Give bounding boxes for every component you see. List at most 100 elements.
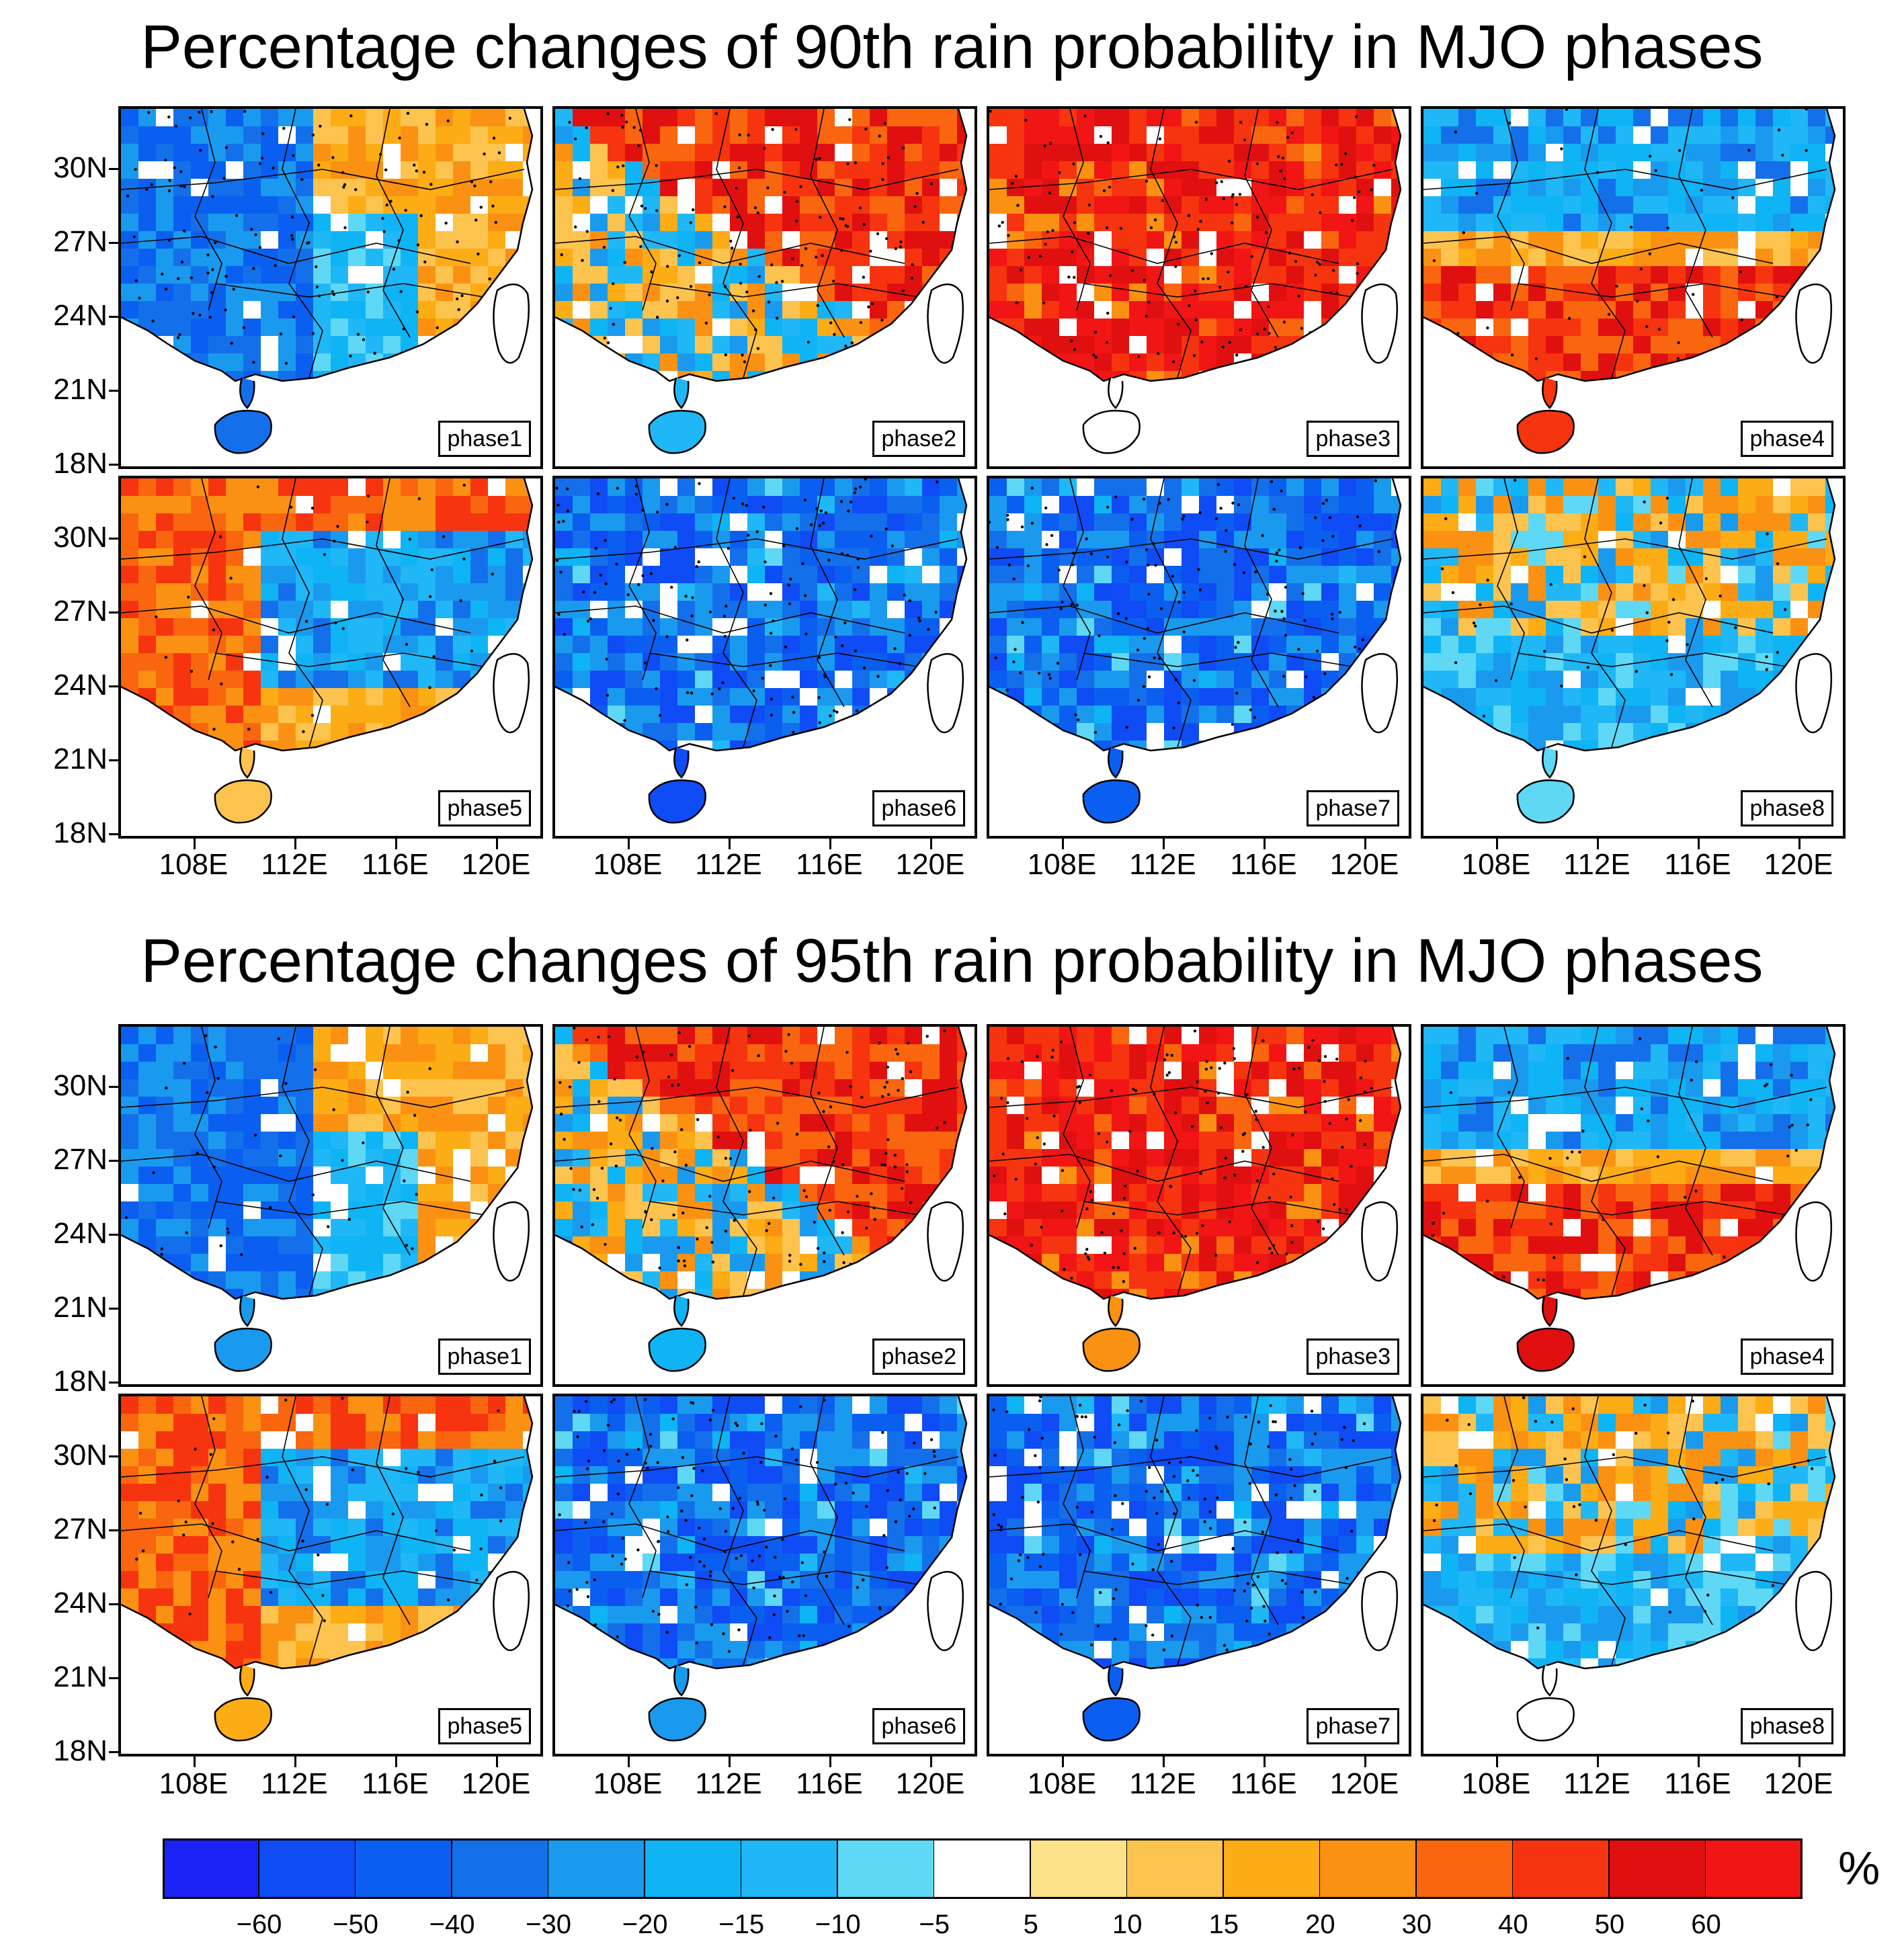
- heatmap-cell: [243, 144, 261, 162]
- significance-dot: [585, 230, 589, 233]
- heatmap-cell: [887, 231, 905, 249]
- heatmap-cell: [800, 706, 818, 724]
- lon-tick: [1798, 839, 1800, 849]
- heatmap-cell: [331, 478, 349, 497]
- significance-dot: [366, 520, 369, 524]
- heatmap-cell: [1633, 636, 1651, 654]
- heatmap-cell: [1458, 513, 1477, 532]
- heatmap-cell: [1129, 144, 1147, 162]
- heatmap-cell: [383, 319, 401, 337]
- significance-dot: [732, 497, 735, 500]
- significance-dot: [279, 332, 283, 336]
- significance-dot: [1268, 332, 1271, 335]
- heatmap-cell: [835, 1132, 853, 1150]
- heatmap-cell: [1493, 688, 1512, 706]
- heatmap-cell: [817, 758, 835, 776]
- heatmap-cell: [1234, 388, 1252, 407]
- heatmap-cell: [453, 371, 471, 381]
- heatmap-cell: [1511, 231, 1529, 249]
- significance-dot: [566, 509, 569, 513]
- heatmap-cell: [1286, 196, 1305, 214]
- heatmap-cell: [366, 566, 384, 584]
- significance-dot: [415, 169, 419, 173]
- heatmap-cell: [922, 548, 940, 566]
- significance-dot: [757, 275, 761, 278]
- heatmap-cell: [505, 1044, 524, 1062]
- heatmap-cell: [1391, 353, 1401, 372]
- heatmap-cell: [313, 583, 331, 601]
- heatmap-cell: [887, 249, 905, 267]
- heatmap-cell: [782, 618, 800, 636]
- heatmap-cell: [1321, 583, 1339, 601]
- heatmap-cell: [870, 758, 888, 776]
- heatmap-cell: [800, 758, 818, 776]
- heatmap-cell: [488, 740, 506, 751]
- significance-dot: [1775, 295, 1779, 298]
- heatmap-cell: [1147, 566, 1165, 584]
- heatmap-cell: [765, 1062, 783, 1080]
- heatmap-cell: [905, 1114, 923, 1132]
- heatmap-cell: [313, 566, 331, 584]
- heatmap-cell: [313, 758, 331, 776]
- heatmap-cell: [243, 1254, 261, 1272]
- significance-dot: [809, 523, 813, 527]
- significance-dot: [1214, 517, 1218, 520]
- significance-dot: [1280, 609, 1284, 613]
- heatmap-cell: [817, 653, 835, 671]
- heatmap-cell: [208, 1254, 226, 1272]
- heatmap-cell: [1024, 109, 1042, 127]
- heatmap-cell: [156, 1167, 174, 1185]
- significance-dot: [1106, 311, 1110, 315]
- heatmap-cell: [870, 1201, 888, 1220]
- heatmap-cell: [1511, 740, 1529, 751]
- heatmap-cell: [331, 109, 349, 127]
- heatmap-cell: [608, 179, 626, 197]
- heatmap-cell: [887, 353, 905, 372]
- province-boundary: [1497, 478, 1525, 681]
- heatmap-cell: [677, 214, 696, 232]
- significance-dot: [1188, 304, 1191, 308]
- heatmap-cell: [835, 688, 853, 706]
- heatmap-cell: [835, 601, 853, 619]
- heatmap-cell: [957, 179, 966, 197]
- heatmap-cell: [852, 758, 870, 776]
- heatmap-cell: [1476, 266, 1494, 284]
- heatmap-cell: [348, 371, 366, 381]
- heatmap-cell: [590, 758, 608, 776]
- heatmap-cell: [1825, 513, 1835, 532]
- heatmap-cell: [1511, 758, 1529, 776]
- heatmap-cell: [747, 336, 765, 354]
- significance-dot: [405, 1244, 409, 1247]
- significance-dot: [878, 134, 881, 138]
- heatmap-cell: [173, 1254, 192, 1272]
- heatmap-cell: [173, 653, 192, 671]
- heatmap-cell: [800, 636, 818, 654]
- significance-dot: [718, 687, 721, 691]
- heatmap-cell: [608, 214, 626, 232]
- heatmap-cell: [1199, 301, 1217, 319]
- heatmap-cell: [817, 1132, 835, 1150]
- significance-dot: [691, 596, 694, 599]
- heatmap-cell: [1476, 371, 1494, 381]
- heatmap-cell: [401, 109, 419, 127]
- heatmap-cell: [313, 548, 331, 566]
- significance-dot: [212, 628, 216, 632]
- heatmap-cell: [366, 1184, 384, 1202]
- heatmap-cell: [1546, 336, 1564, 354]
- heatmap-cell: [470, 301, 489, 319]
- heatmap-cell: [1651, 301, 1669, 319]
- heatmap-cell: [523, 266, 532, 284]
- heatmap-cell: [453, 1062, 471, 1080]
- heatmap-cell: [1339, 388, 1357, 407]
- significance-dot: [155, 615, 158, 619]
- heatmap-cell: [278, 1167, 296, 1185]
- heatmap-cell: [1007, 196, 1025, 214]
- heatmap-cell: [383, 1201, 401, 1220]
- heatmap-cell: [226, 548, 244, 566]
- lon-label: 112E: [1563, 848, 1630, 881]
- heatmap-cell: [1423, 126, 1442, 144]
- heatmap-cell: [1129, 301, 1147, 319]
- heatmap-cell: [226, 1062, 244, 1080]
- heatmap-cell: [1808, 548, 1826, 566]
- significance-dot: [1057, 568, 1061, 572]
